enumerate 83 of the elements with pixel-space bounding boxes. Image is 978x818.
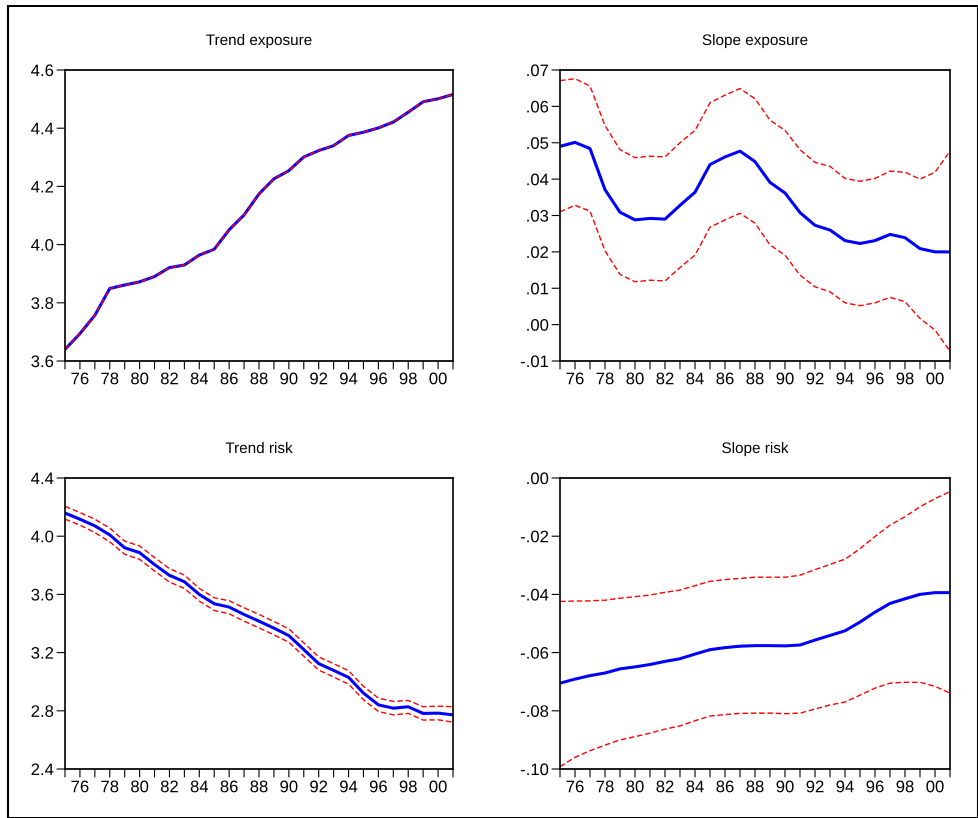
y-tick-label: 4.0 [31, 239, 54, 251]
y-tick-label: 4.4 [31, 122, 54, 134]
y-tick-label: -.06 [520, 647, 548, 659]
x-tick-label: 94 [340, 372, 358, 384]
chart-title: Trend risk [226, 442, 293, 454]
x-tick-label: 92 [806, 780, 824, 792]
y-tick-label: .05 [527, 137, 548, 149]
x-tick-label: 82 [160, 372, 178, 384]
y-tick-label: -.04 [520, 588, 548, 601]
y-tick-label: -.08 [520, 705, 548, 718]
x-tick-label: 90 [280, 780, 298, 792]
x-tick-label: 92 [310, 372, 328, 384]
x-tick-label: 00 [926, 372, 944, 384]
x-tick-label: 98 [896, 372, 914, 384]
x-tick-label: 90 [776, 780, 794, 792]
y-tick-label: .07 [527, 64, 548, 76]
x-tick-label: 82 [160, 780, 178, 792]
x-tick-label: 94 [340, 780, 358, 792]
x-tick-label: 80 [626, 372, 644, 384]
x-tick-label: 92 [806, 372, 824, 384]
chart-title: Trend exposure [206, 34, 312, 48]
y-tick-label: .03 [527, 210, 548, 222]
y-tick-label: 3.6 [31, 588, 54, 601]
x-tick-label: 76 [72, 372, 88, 384]
y-tick-label: .04 [527, 174, 548, 186]
x-tick-label: 00 [429, 372, 447, 384]
x-tick-label: 86 [220, 780, 238, 792]
x-tick-label: 84 [190, 780, 208, 792]
y-tick-label: 4.0 [31, 530, 54, 542]
y-tick-label: 2.8 [32, 705, 54, 718]
y-tick-label: .00 [527, 319, 548, 331]
x-tick-label: 96 [370, 780, 387, 792]
x-tick-label: 92 [310, 780, 328, 792]
x-tick-label: 80 [131, 780, 148, 792]
y-tick-label: 2.4 [32, 763, 54, 776]
y-tick-label: 3.8 [31, 297, 54, 310]
y-tick-label: 4.4 [31, 472, 54, 484]
y-tick-label: -.10 [520, 763, 548, 776]
chart-title: Slope exposure [702, 34, 808, 48]
x-tick-label: 00 [926, 780, 944, 792]
y-tick-label: .02 [527, 246, 548, 258]
x-tick-label: 84 [686, 372, 704, 384]
x-tick-label: 80 [131, 372, 148, 384]
x-tick-label: 80 [626, 780, 644, 792]
y-tick-label: 4.6 [31, 64, 54, 76]
y-tick-label: 4.2 [31, 180, 54, 192]
x-tick-label: 78 [101, 372, 118, 384]
y-tick-label: .01 [527, 282, 548, 294]
x-tick-label: 84 [190, 372, 208, 384]
x-tick-label: 88 [746, 372, 764, 384]
y-tick-label: -.02 [520, 530, 548, 542]
x-tick-label: 88 [250, 372, 268, 384]
x-tick-label: 96 [370, 372, 387, 384]
x-tick-label: 82 [656, 372, 674, 384]
x-tick-label: 78 [596, 372, 614, 384]
x-tick-label: 76 [72, 780, 88, 792]
x-tick-label: 94 [836, 780, 854, 792]
x-tick-label: 96 [866, 780, 884, 792]
x-tick-label: 86 [220, 372, 238, 384]
chart-title: Slope risk [722, 442, 789, 456]
y-tick-label: .06 [527, 100, 548, 113]
x-tick-label: 98 [400, 780, 417, 792]
x-tick-label: 86 [716, 372, 734, 384]
x-tick-label: 98 [400, 372, 417, 384]
x-tick-label: 90 [280, 372, 298, 384]
x-tick-label: 88 [746, 780, 764, 792]
x-tick-label: 76 [566, 780, 584, 792]
x-tick-label: 96 [866, 372, 884, 384]
x-tick-label: 84 [686, 780, 704, 792]
x-tick-label: 78 [101, 780, 118, 792]
x-tick-label: 98 [896, 780, 914, 792]
x-tick-label: 76 [566, 372, 584, 384]
x-tick-label: 94 [836, 372, 854, 384]
x-tick-label: 00 [429, 780, 447, 792]
y-tick-label: 3.2 [31, 647, 54, 659]
x-tick-label: 88 [250, 780, 268, 792]
y-tick-label: .00 [527, 472, 548, 484]
x-tick-label: 86 [716, 780, 734, 792]
x-tick-label: 82 [656, 780, 674, 792]
y-tick-label: -.01 [520, 355, 548, 368]
x-tick-label: 78 [596, 780, 614, 792]
x-tick-label: 90 [776, 372, 794, 384]
y-tick-label: 3.6 [31, 355, 54, 368]
